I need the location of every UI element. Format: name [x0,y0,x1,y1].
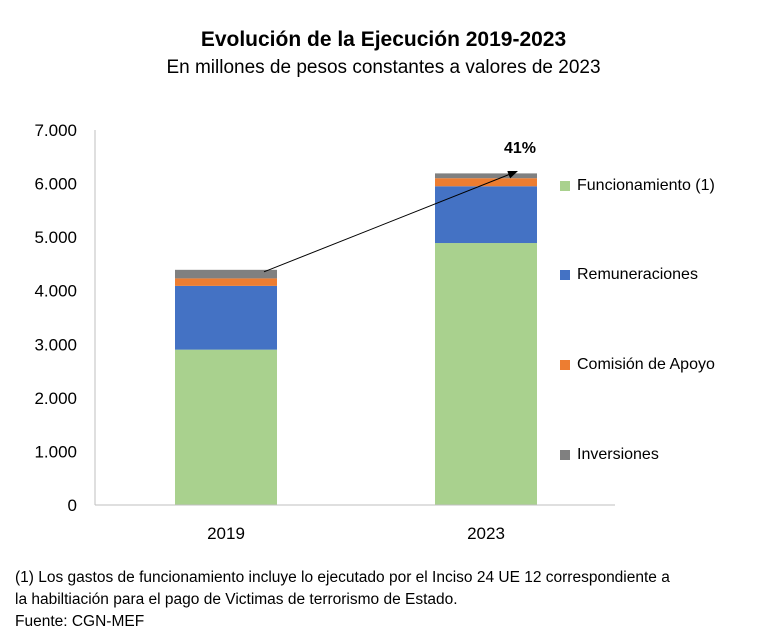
y-tick-label: 5.000 [34,228,77,247]
legend-swatch-remuneraciones [560,270,570,280]
y-tick-label: 6.000 [34,175,77,194]
x-tick-label-2019: 2019 [207,524,245,543]
bar-segment-funcionamiento-1-2019 [175,349,277,505]
bar-segment-comisi-n-de-apoyo-2019 [175,278,277,286]
bar-segment-remuneraciones-2023 [435,186,537,244]
y-tick-label: 1.000 [34,442,77,461]
growth-arrow [263,170,518,273]
y-tick-label: 4.000 [34,282,77,301]
bar-segment-inversiones-2023 [435,173,537,179]
y-tick-label: 7.000 [34,121,77,140]
legend-label-funcionamiento: Funcionamiento (1) [577,177,715,194]
legend-item-inversiones: Inversiones [560,445,659,465]
y-tick-label: 0 [68,496,77,515]
legend-item-remuneraciones: Remuneraciones [560,265,698,285]
chart-subtitle: En millones de pesos constantes a valore… [166,57,601,78]
legend-label-inversiones: Inversiones [577,446,659,463]
y-tick-label: 2.000 [34,389,77,408]
legend-label-comision-de-apoyo: Comisión de Apoyo [577,356,715,373]
bar-segment-comisi-n-de-apoyo-2023 [435,178,537,187]
chart-title: Evolución de la Ejecución 2019-2023 [200,28,567,51]
footnote-line-1: (1) Los gastos de funcionamiento incluye… [15,569,670,586]
legend-label-remuneraciones: Remuneraciones [577,266,698,283]
legend-swatch-inversiones [560,450,570,460]
legend-swatch-comision-de-apoyo [560,360,570,370]
bar-segment-remuneraciones-2019 [175,285,277,350]
bar-segment-inversiones-2019 [175,269,277,279]
legend-item-funcionamiento: Funcionamiento (1) [560,176,715,196]
legend-item-comision-de-apoyo: Comisión de Apoyo [560,355,715,375]
growth-annotation: 41% [504,140,536,157]
y-tick-label: 3.000 [34,335,77,354]
footnote-line-2: la habiltiación para el pago de Victimas… [15,591,458,608]
bar-segment-funcionamiento-1-2023 [435,243,537,506]
x-tick-label-2023: 2023 [467,524,505,543]
legend-swatch-funcionamiento [560,181,570,191]
source-note: Fuente: CGN-MEF [15,613,145,630]
